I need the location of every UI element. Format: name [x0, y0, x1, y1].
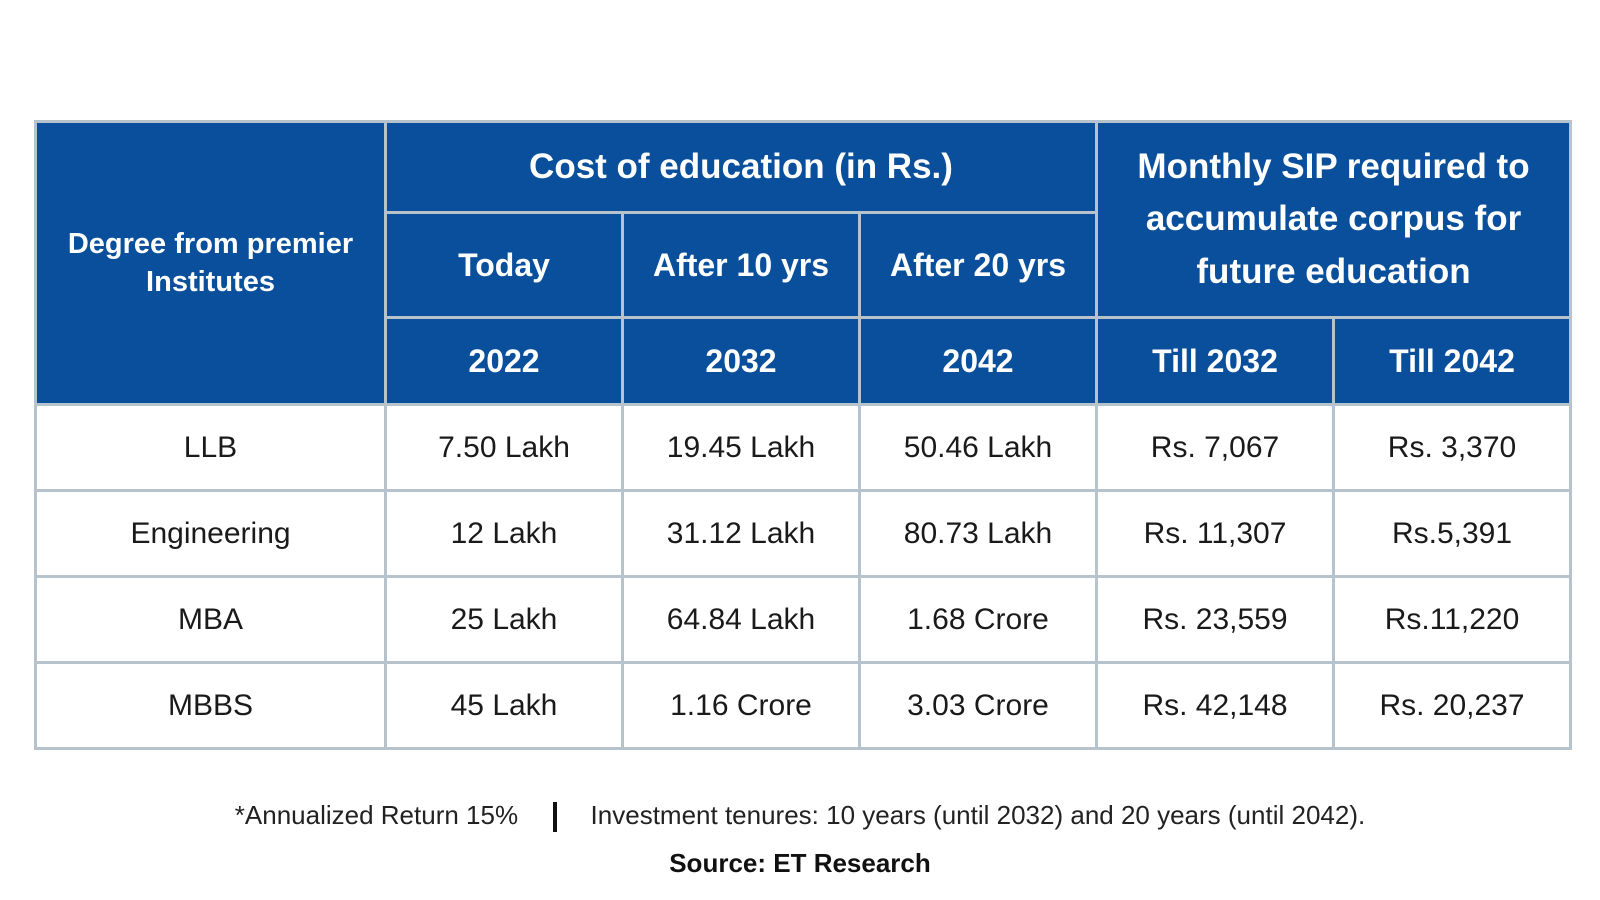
separator-bar	[553, 802, 558, 833]
header-year-2032: 2032	[621, 316, 861, 406]
table-row: LLB 7.50 Lakh 19.45 Lakh 50.46 Lakh Rs. …	[34, 403, 1573, 492]
cell-sip-2032: Rs. 11,307	[1095, 489, 1335, 578]
cell-degree: Engineering	[34, 489, 387, 578]
cell-sip-2042: Rs.11,220	[1331, 575, 1573, 664]
header-till-2032: Till 2032	[1095, 316, 1335, 406]
cell-degree: LLB	[34, 403, 387, 492]
header-monthly-sip: Monthly SIP required to accumulate corpu…	[1094, 120, 1573, 319]
footnote: *Annualized Return 15% Investment tenure…	[0, 800, 1600, 833]
education-cost-table-container: Degree from premier Institutes Cost of e…	[34, 120, 1573, 750]
cell-sip-2042: Rs. 3,370	[1331, 403, 1573, 492]
cell-cost-after-20: 80.73 Lakh	[858, 489, 1098, 578]
cell-sip-2042: Rs. 20,237	[1331, 661, 1573, 750]
cell-cost-today: 45 Lakh	[384, 661, 624, 750]
table-row: Engineering 12 Lakh 31.12 Lakh 80.73 Lak…	[34, 489, 1573, 578]
cell-sip-2032: Rs. 42,148	[1095, 661, 1335, 750]
cell-cost-after-10: 31.12 Lakh	[621, 489, 861, 578]
cell-cost-after-10: 19.45 Lakh	[621, 403, 861, 492]
investment-tenure-note: Investment tenures: 10 years (until 2032…	[590, 800, 1366, 830]
table-row: MBA 25 Lakh 64.84 Lakh 1.68 Crore Rs. 23…	[34, 575, 1573, 664]
source-credit: Source: ET Research	[669, 848, 931, 878]
header-after-20-yrs: After 20 yrs	[858, 211, 1098, 319]
header-today: Today	[384, 211, 624, 319]
annualized-return-note: *Annualized Return 15%	[234, 800, 519, 830]
cell-sip-2042: Rs.5,391	[1331, 489, 1573, 578]
cell-cost-after-20: 1.68 Crore	[858, 575, 1098, 664]
cell-cost-after-10: 64.84 Lakh	[621, 575, 861, 664]
cell-cost-today: 25 Lakh	[384, 575, 624, 664]
table-row: MBBS 45 Lakh 1.16 Crore 3.03 Crore Rs. 4…	[34, 661, 1573, 750]
cell-cost-after-20: 3.03 Crore	[858, 661, 1098, 750]
cell-sip-2032: Rs. 23,559	[1095, 575, 1335, 664]
cell-cost-after-20: 50.46 Lakh	[858, 403, 1098, 492]
education-cost-table: Degree from premier Institutes Cost of e…	[34, 120, 1573, 750]
header-year-2042: 2042	[858, 316, 1098, 406]
cell-cost-after-10: 1.16 Crore	[621, 661, 861, 750]
header-degree: Degree from premier Institutes	[34, 120, 387, 406]
cell-cost-today: 12 Lakh	[384, 489, 624, 578]
cell-sip-2032: Rs. 7,067	[1095, 403, 1335, 492]
header-year-2022: 2022	[384, 316, 624, 406]
header-cost-of-education: Cost of education (in Rs.)	[384, 120, 1098, 214]
header-till-2042: Till 2042	[1331, 316, 1573, 406]
cell-degree: MBA	[34, 575, 387, 664]
cell-cost-today: 7.50 Lakh	[384, 403, 624, 492]
header-after-10-yrs: After 10 yrs	[621, 211, 861, 319]
cell-degree: MBBS	[34, 661, 387, 750]
